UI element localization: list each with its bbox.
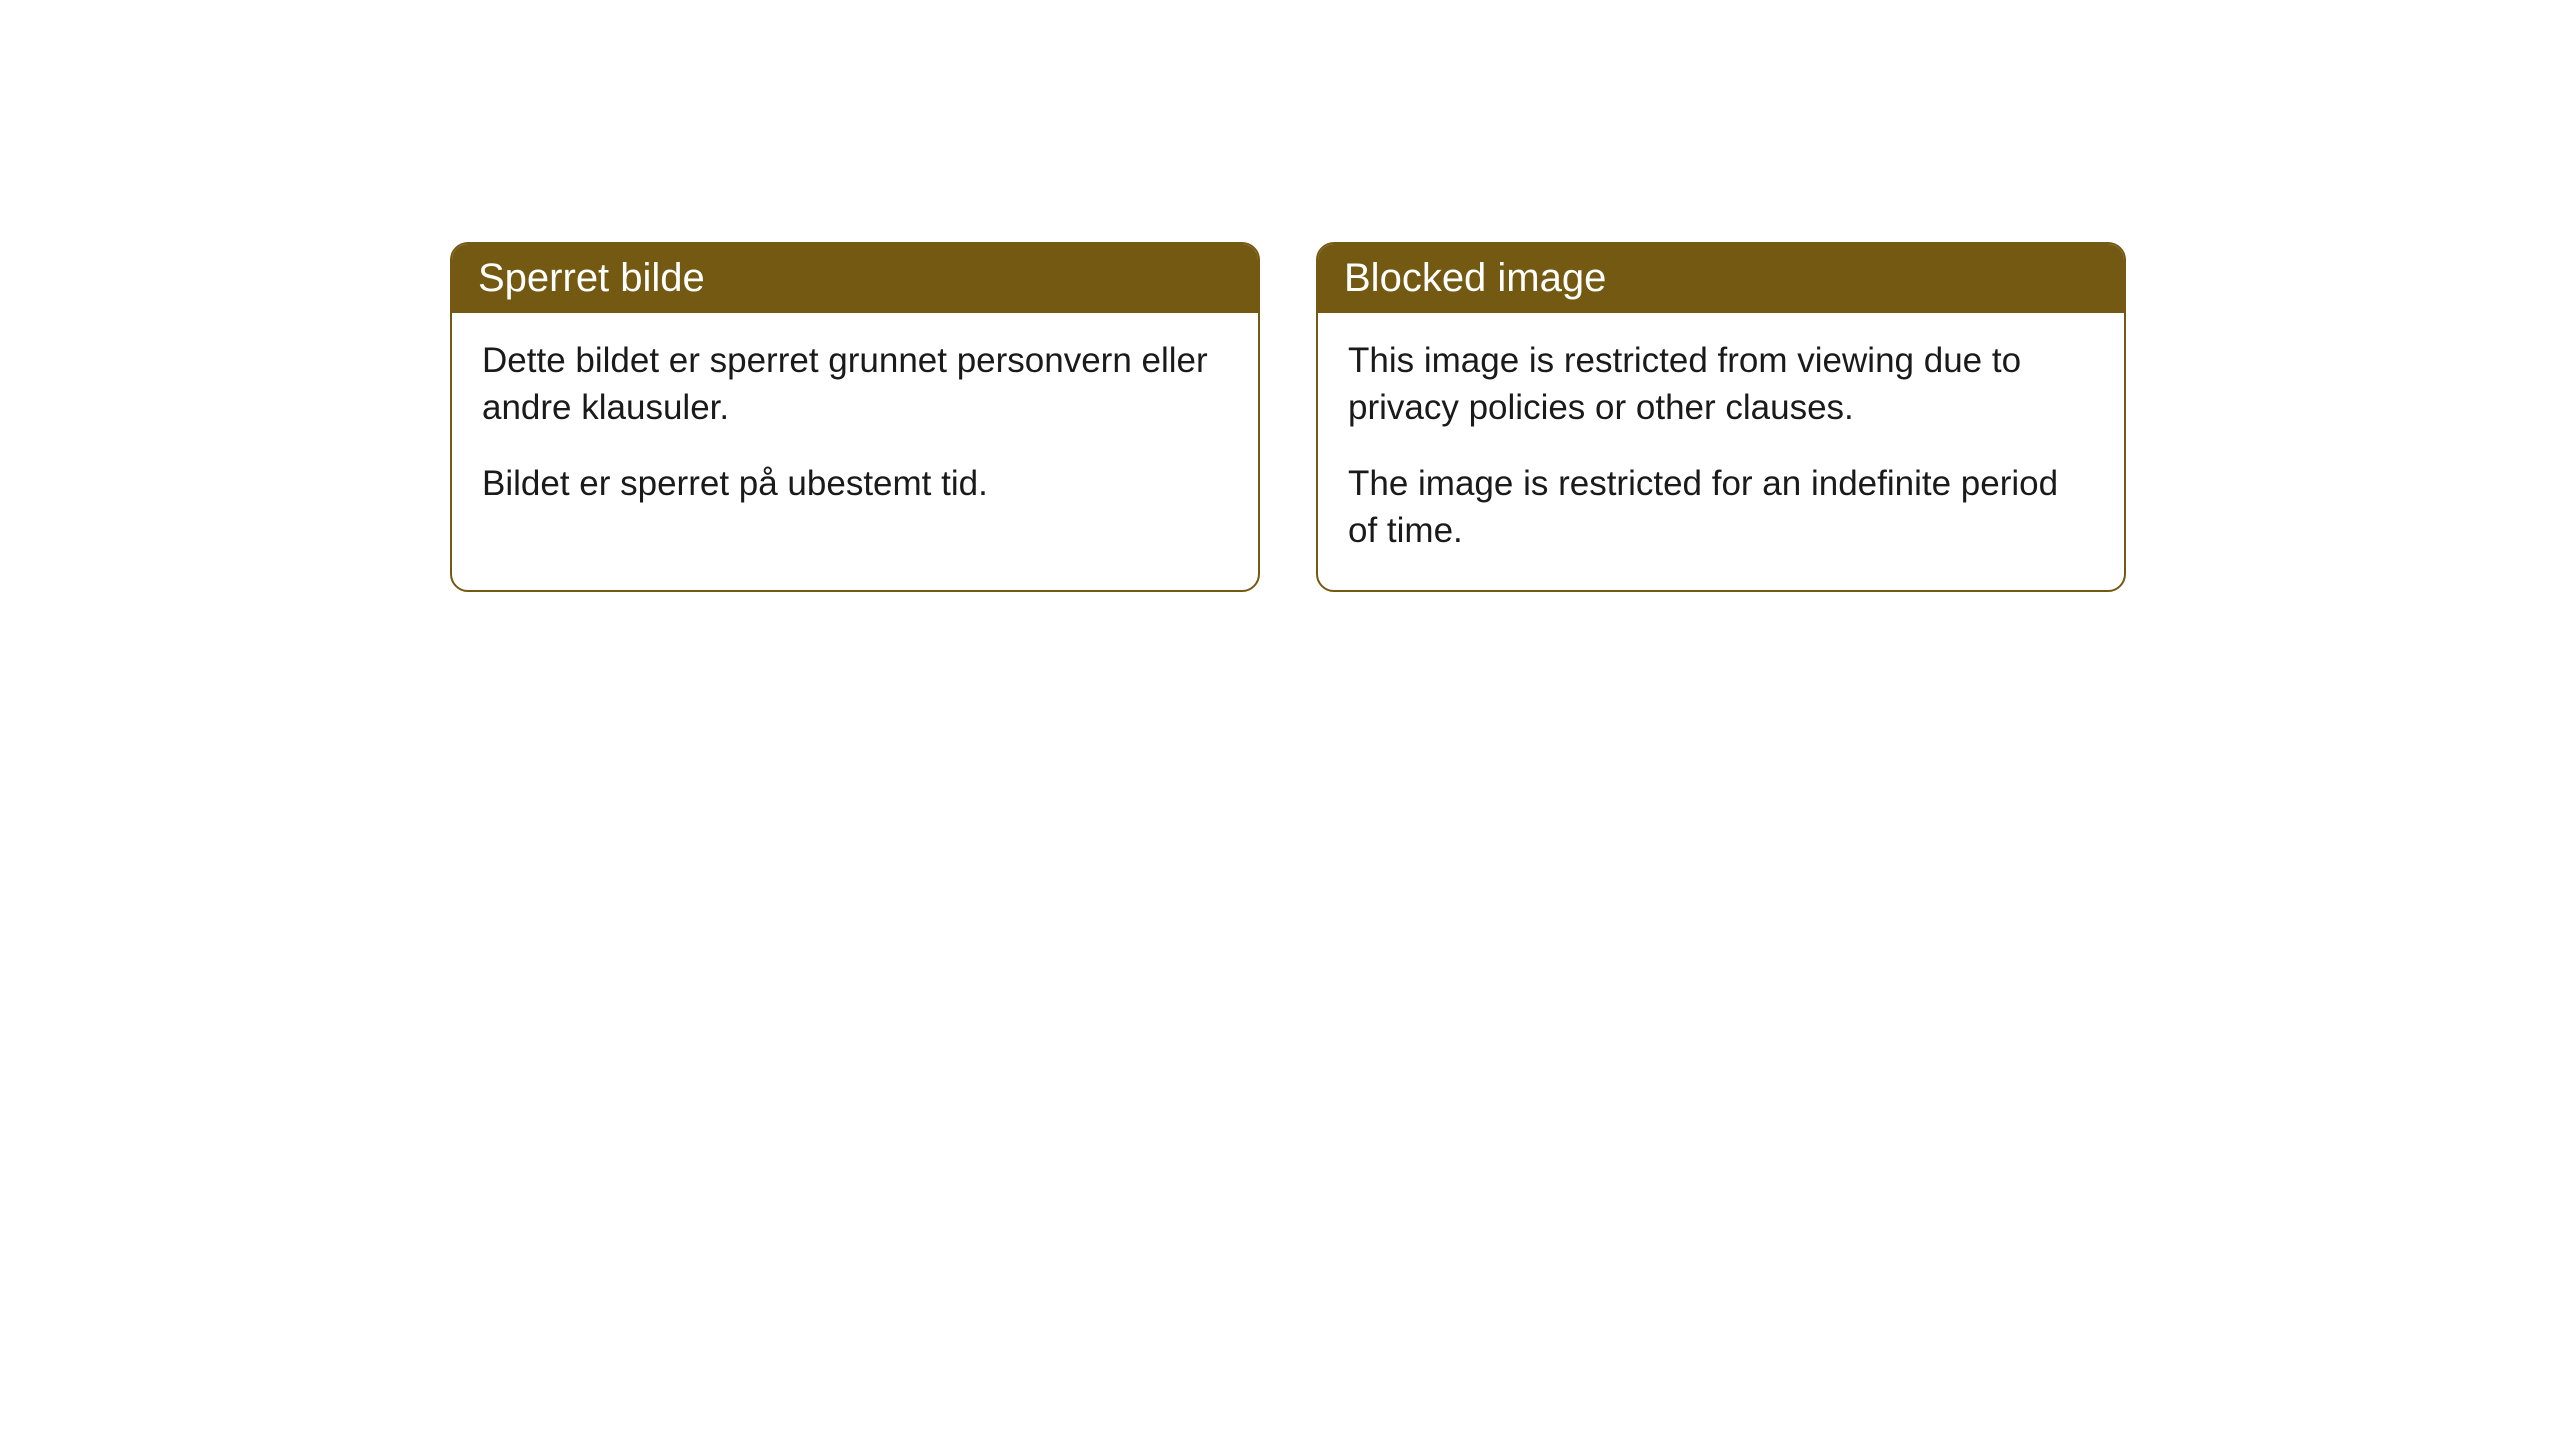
card-paragraph-norwegian-1: Dette bildet er sperret grunnet personve… <box>482 337 1228 432</box>
card-title-norwegian: Sperret bilde <box>478 256 705 300</box>
notice-card-norwegian: Sperret bilde Dette bildet er sperret gr… <box>450 242 1260 592</box>
card-header-norwegian: Sperret bilde <box>452 244 1258 313</box>
card-body-norwegian: Dette bildet er sperret grunnet personve… <box>452 313 1258 543</box>
card-header-english: Blocked image <box>1318 244 2124 313</box>
card-body-english: This image is restricted from viewing du… <box>1318 313 2124 590</box>
card-paragraph-english-2: The image is restricted for an indefinit… <box>1348 460 2094 555</box>
card-paragraph-english-1: This image is restricted from viewing du… <box>1348 337 2094 432</box>
card-paragraph-norwegian-2: Bildet er sperret på ubestemt tid. <box>482 460 1228 507</box>
notice-card-english: Blocked image This image is restricted f… <box>1316 242 2126 592</box>
notice-cards-container: Sperret bilde Dette bildet er sperret gr… <box>450 242 2560 592</box>
card-title-english: Blocked image <box>1344 256 1606 300</box>
